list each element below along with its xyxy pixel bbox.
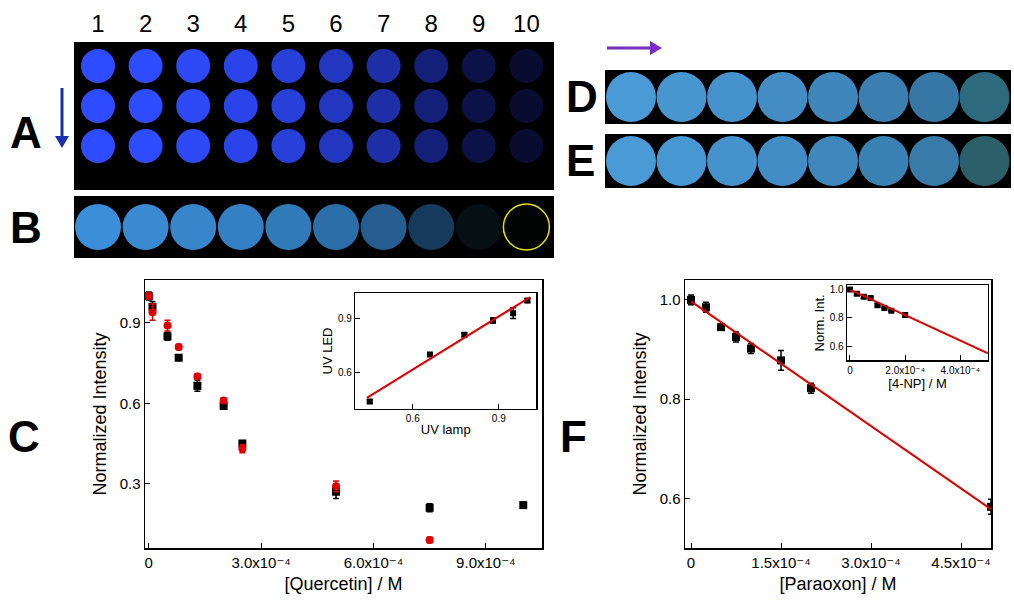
svg-text:UV lamp: UV lamp xyxy=(421,422,471,437)
svg-text:1: 1 xyxy=(91,10,104,37)
svg-text:0.6: 0.6 xyxy=(338,367,352,378)
svg-text:3.0x10⁻⁴: 3.0x10⁻⁴ xyxy=(841,554,900,571)
svg-text:6: 6 xyxy=(329,10,342,37)
svg-text:1.0: 1.0 xyxy=(830,284,844,295)
svg-text:0.6: 0.6 xyxy=(830,341,844,352)
svg-text:Normalized Intensity: Normalized Intensity xyxy=(630,332,650,495)
svg-text:0.8: 0.8 xyxy=(660,390,681,407)
svg-text:A: A xyxy=(10,108,42,157)
svg-text:B: B xyxy=(10,203,42,252)
svg-text:0.9: 0.9 xyxy=(120,314,141,331)
svg-text:6.0x10⁻⁴: 6.0x10⁻⁴ xyxy=(344,554,403,571)
svg-text:[4-NP] / M: [4-NP] / M xyxy=(888,376,947,391)
svg-text:10: 10 xyxy=(513,10,540,37)
svg-text:0.6: 0.6 xyxy=(406,413,420,424)
svg-text:0.6: 0.6 xyxy=(660,490,681,507)
svg-text:4.0x10⁻⁴: 4.0x10⁻⁴ xyxy=(941,365,981,376)
svg-text:D: D xyxy=(566,72,598,121)
svg-text:3.0x10⁻⁴: 3.0x10⁻⁴ xyxy=(231,554,290,571)
svg-text:0.9: 0.9 xyxy=(338,313,352,324)
svg-text:2.0x10⁻⁴: 2.0x10⁻⁴ xyxy=(885,365,925,376)
svg-text:0.3: 0.3 xyxy=(120,475,141,492)
svg-text:C: C xyxy=(8,412,40,461)
svg-text:F: F xyxy=(560,412,587,461)
svg-text:9.0x10⁻⁴: 9.0x10⁻⁴ xyxy=(456,554,515,571)
svg-text:Normalized Intensity: Normalized Intensity xyxy=(90,332,110,495)
svg-text:0: 0 xyxy=(145,554,153,571)
svg-text:4.5x10⁻⁴: 4.5x10⁻⁴ xyxy=(931,554,990,571)
svg-text:0: 0 xyxy=(687,554,695,571)
svg-text:0: 0 xyxy=(847,365,853,376)
svg-text:0.8: 0.8 xyxy=(830,312,844,323)
svg-text:5: 5 xyxy=(282,10,295,37)
svg-text:4: 4 xyxy=(234,10,247,37)
svg-text:Norm. Int.: Norm. Int. xyxy=(812,294,827,351)
svg-text:E: E xyxy=(566,136,595,185)
svg-text:1.5x10⁻⁴: 1.5x10⁻⁴ xyxy=(751,554,810,571)
svg-text:1.0: 1.0 xyxy=(660,291,681,308)
svg-text:2: 2 xyxy=(139,10,152,37)
svg-text:0.6: 0.6 xyxy=(120,395,141,412)
svg-text:8: 8 xyxy=(425,10,438,37)
svg-text:UV LED: UV LED xyxy=(320,328,335,375)
svg-text:9: 9 xyxy=(472,10,485,37)
svg-text:[Paraoxon] / M: [Paraoxon] / M xyxy=(779,574,896,594)
svg-text:7: 7 xyxy=(377,10,390,37)
svg-text:[Quercetin] / M: [Quercetin] / M xyxy=(284,574,402,594)
svg-text:3: 3 xyxy=(187,10,200,37)
svg-text:0.9: 0.9 xyxy=(492,413,506,424)
